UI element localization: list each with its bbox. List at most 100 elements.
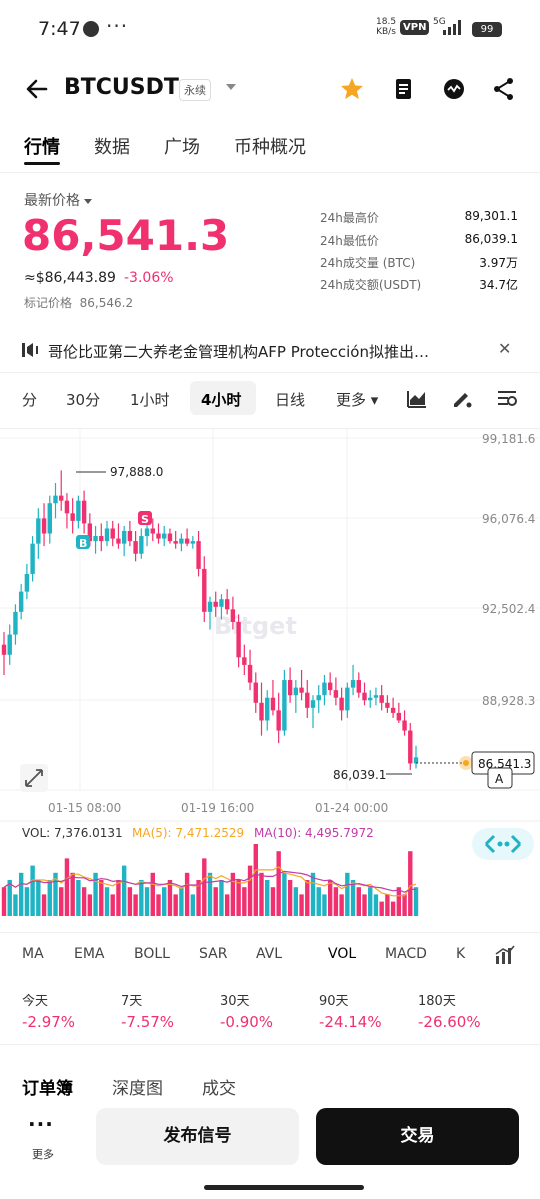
ma10-line <box>3 870 416 893</box>
trade-button[interactable]: 交易 <box>316 1108 519 1165</box>
candle-body <box>287 680 293 696</box>
timeframe-minute[interactable]: 分 <box>22 391 38 409</box>
bot-icon[interactable] <box>441 76 467 102</box>
volume-bar <box>196 880 201 916</box>
chart-grid <box>0 428 540 791</box>
perf-today-value: -2.97% <box>22 1013 76 1031</box>
timeframe-30m[interactable]: 30分 <box>66 391 101 409</box>
tab-square[interactable]: 广场 <box>164 137 200 158</box>
vpn-badge: VPN <box>400 20 430 35</box>
price-alert-marker[interactable] <box>487 767 513 789</box>
indicator-macd[interactable]: MACD <box>385 946 427 962</box>
candle-body <box>385 702 390 708</box>
sell-marker[interactable] <box>138 511 152 525</box>
volume-bar <box>87 894 93 916</box>
perf-7d-value: -7.57% <box>121 1013 175 1031</box>
candle-body <box>396 712 402 721</box>
volume-bar <box>70 872 75 916</box>
symbol-title[interactable]: BTCUSDT <box>64 75 179 100</box>
volume-bar <box>30 865 35 916</box>
tab-data[interactable]: 数据 <box>94 137 130 158</box>
volume-bar <box>368 887 373 916</box>
indicator-sar[interactable]: SAR <box>199 946 228 962</box>
volume-bar <box>265 880 270 916</box>
volume-bar <box>110 894 115 916</box>
divider <box>0 932 540 933</box>
timeframe-1d[interactable]: 日线 <box>275 391 306 409</box>
mark-price: 标记价格 86,546.2 <box>24 296 134 310</box>
candle-body <box>150 528 155 534</box>
book-icon[interactable] <box>391 76 417 102</box>
tab-coin-overview[interactable]: 币种概况 <box>234 137 306 158</box>
volume-bar <box>219 880 224 916</box>
post-signal-button[interactable]: 发布信号 <box>96 1108 299 1165</box>
share-icon[interactable] <box>491 76 517 102</box>
close-icon[interactable]: ✕ <box>498 339 512 358</box>
back-arrow-icon[interactable] <box>24 76 50 102</box>
volume-bar <box>59 887 64 916</box>
y-tick: 96,076.4 <box>482 512 535 526</box>
sell-marker-label: S <box>141 513 149 526</box>
favorite-star-icon[interactable] <box>339 76 365 102</box>
volume-bar <box>316 887 321 916</box>
timeframe-4h[interactable]: 4小时 <box>201 391 242 409</box>
volume-bar <box>47 880 52 916</box>
collapse-chart-icon[interactable] <box>472 828 534 860</box>
indicator-ma[interactable]: MA <box>22 946 44 962</box>
announcement-bar[interactable]: 哥伦比亚第二大养老金管理机构AFP Protección拟推出… ✕ <box>0 332 540 368</box>
indicator-k[interactable]: K <box>456 946 466 962</box>
y-tick: 92,502.4 <box>482 602 535 616</box>
indicator-settings-icon[interactable] <box>494 944 516 966</box>
volume-bar <box>379 901 384 916</box>
tab-depth[interactable]: 深度图 <box>112 1079 163 1099</box>
candle-body <box>362 692 367 701</box>
indicator-avl[interactable]: AVL <box>256 946 283 962</box>
timeframe-1h[interactable]: 1小时 <box>130 391 170 409</box>
volume-bar <box>402 894 407 916</box>
candle-body <box>299 687 304 693</box>
volume-bar <box>408 851 413 916</box>
volume-bar <box>350 880 356 916</box>
volume-bar <box>253 844 258 916</box>
candle-body <box>207 601 213 612</box>
perf-7d-label: 7天 <box>121 994 143 1009</box>
indicator-ema[interactable]: EMA <box>74 946 105 962</box>
announcement-text[interactable]: 哥伦比亚第二大养老金管理机构AFP Protección拟推出… <box>48 343 429 361</box>
price-chart[interactable]: Bitget 99,181.6 96,076.4 92,502.4 88,928… <box>0 428 540 928</box>
candle-body <box>390 707 396 713</box>
candle-body <box>350 680 356 688</box>
more-label[interactable]: 更多 <box>32 1148 54 1161</box>
fullscreen-icon[interactable] <box>20 764 48 792</box>
candle-body <box>30 543 35 574</box>
volume-bar <box>213 887 218 916</box>
buy-marker[interactable] <box>76 535 90 549</box>
indicator-vol[interactable]: VOL <box>328 946 357 962</box>
candle-body <box>379 695 384 703</box>
perf-180d-value: -26.60% <box>418 1013 481 1031</box>
volume-bar <box>99 880 104 916</box>
volume-bar <box>7 880 12 916</box>
volume-bar <box>390 901 396 916</box>
tab-orderbook[interactable]: 订单簿 <box>22 1079 73 1099</box>
candle-body <box>270 697 276 711</box>
tab-market[interactable]: 行情 <box>24 137 60 158</box>
chart-settings-icon[interactable] <box>496 387 518 409</box>
drawing-tool-icon[interactable] <box>451 387 473 409</box>
volume-bar <box>236 880 241 916</box>
volume-bar <box>184 872 190 916</box>
perf-90d-label: 90天 <box>319 994 349 1009</box>
symbol-dropdown-icon[interactable] <box>226 84 236 90</box>
candle-body <box>144 528 150 537</box>
indicator-boll[interactable]: BOLL <box>134 946 170 962</box>
chart-type-icon[interactable] <box>406 387 428 409</box>
more-icon[interactable]: ··· <box>28 1112 54 1136</box>
timeframe-more[interactable]: 更多 ▾ <box>336 391 379 409</box>
volume-bar <box>293 887 299 916</box>
candle-body <box>196 541 201 569</box>
perf-30d-label: 30天 <box>220 994 250 1009</box>
candle-body <box>104 528 110 542</box>
tab-trades[interactable]: 成交 <box>202 1079 236 1099</box>
volume-bar <box>121 865 127 916</box>
volume-bar <box>310 872 316 916</box>
last-price-label[interactable]: 最新价格 <box>24 190 92 210</box>
